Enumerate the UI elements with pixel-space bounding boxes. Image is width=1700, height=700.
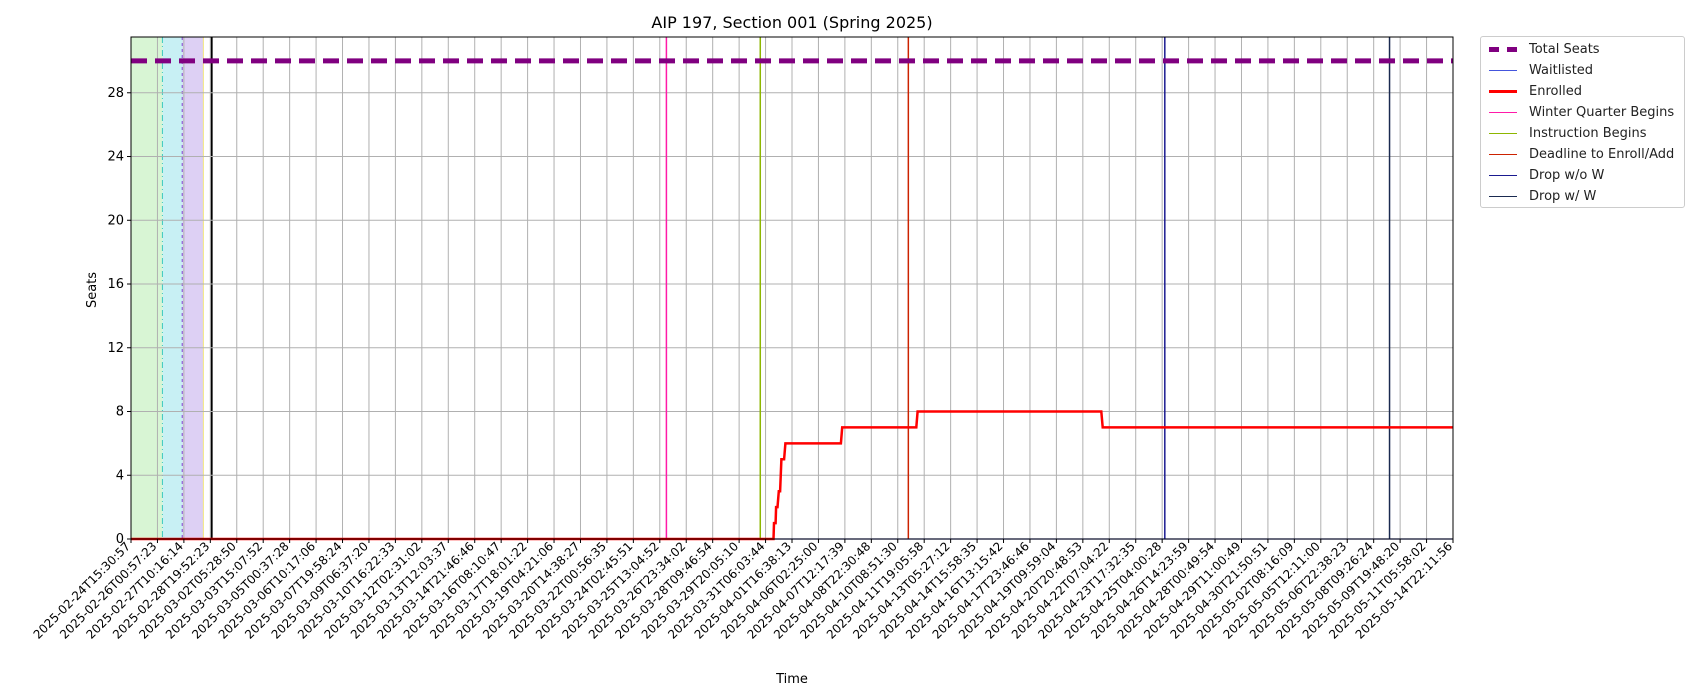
legend-label: Enrolled bbox=[1529, 83, 1582, 99]
legend-swatch bbox=[1489, 153, 1517, 155]
x-axis: 2025-02-24T15:30:572025-02-26T00:57:2320… bbox=[31, 539, 1455, 642]
legend-label: Instruction Begins bbox=[1529, 125, 1647, 141]
legend-item: Deadline to Enroll/Add bbox=[1489, 144, 1674, 164]
shaded-period-1 bbox=[162, 37, 183, 539]
x-axis-label: Time bbox=[775, 672, 808, 687]
legend-item: Winter Quarter Begins bbox=[1489, 102, 1674, 122]
y-tick-label: 12 bbox=[107, 341, 124, 356]
legend-label: Waitlisted bbox=[1529, 62, 1594, 78]
legend-item: Drop w/ W bbox=[1489, 186, 1596, 206]
y-tick-label: 0 bbox=[116, 532, 124, 547]
legend-swatch bbox=[1489, 111, 1517, 113]
legend-label: Winter Quarter Begins bbox=[1529, 104, 1675, 120]
legend-swatch bbox=[1489, 46, 1517, 52]
y-tick-label: 24 bbox=[107, 150, 124, 165]
legend-item: Enrolled bbox=[1489, 81, 1582, 101]
legend-swatch bbox=[1489, 89, 1517, 93]
event-lines bbox=[665, 37, 1391, 539]
legend-item: Instruction Begins bbox=[1489, 123, 1647, 143]
legend-item: Waitlisted bbox=[1489, 60, 1593, 80]
legend-item: Drop w/o W bbox=[1489, 165, 1604, 185]
shaded-period-2 bbox=[182, 37, 204, 539]
shaded-period-3 bbox=[203, 37, 212, 539]
y-tick-label: 16 bbox=[107, 277, 124, 292]
legend-label: Drop w/o W bbox=[1529, 167, 1605, 183]
legend-label: Deadline to Enroll/Add bbox=[1529, 146, 1675, 162]
legend-swatch bbox=[1489, 132, 1517, 134]
shaded-periods bbox=[131, 37, 213, 539]
legend-swatch bbox=[1489, 69, 1517, 71]
legend-label: Drop w/ W bbox=[1529, 188, 1597, 204]
y-tick-label: 4 bbox=[116, 468, 124, 483]
y-tick-label: 20 bbox=[107, 213, 124, 228]
series-enrolled bbox=[131, 410, 1453, 541]
grid bbox=[130, 37, 1454, 540]
y-axis-label: Seats bbox=[85, 272, 100, 308]
y-axis: 0 4 8 12 16 20 24 28 bbox=[107, 86, 131, 547]
legend: Total Seats Waitlisted Enrolled Winter Quar… bbox=[1480, 36, 1685, 208]
y-tick-label: 8 bbox=[116, 405, 124, 420]
y-tick-label: 28 bbox=[107, 86, 124, 101]
chart-title: AIP 197, Section 001 (Spring 2025) bbox=[651, 13, 932, 32]
legend-swatch bbox=[1489, 174, 1517, 176]
shaded-period-0 bbox=[131, 37, 163, 539]
legend-swatch bbox=[1489, 195, 1517, 197]
legend-label: Total Seats bbox=[1529, 41, 1600, 57]
legend-item: Total Seats bbox=[1489, 39, 1600, 59]
